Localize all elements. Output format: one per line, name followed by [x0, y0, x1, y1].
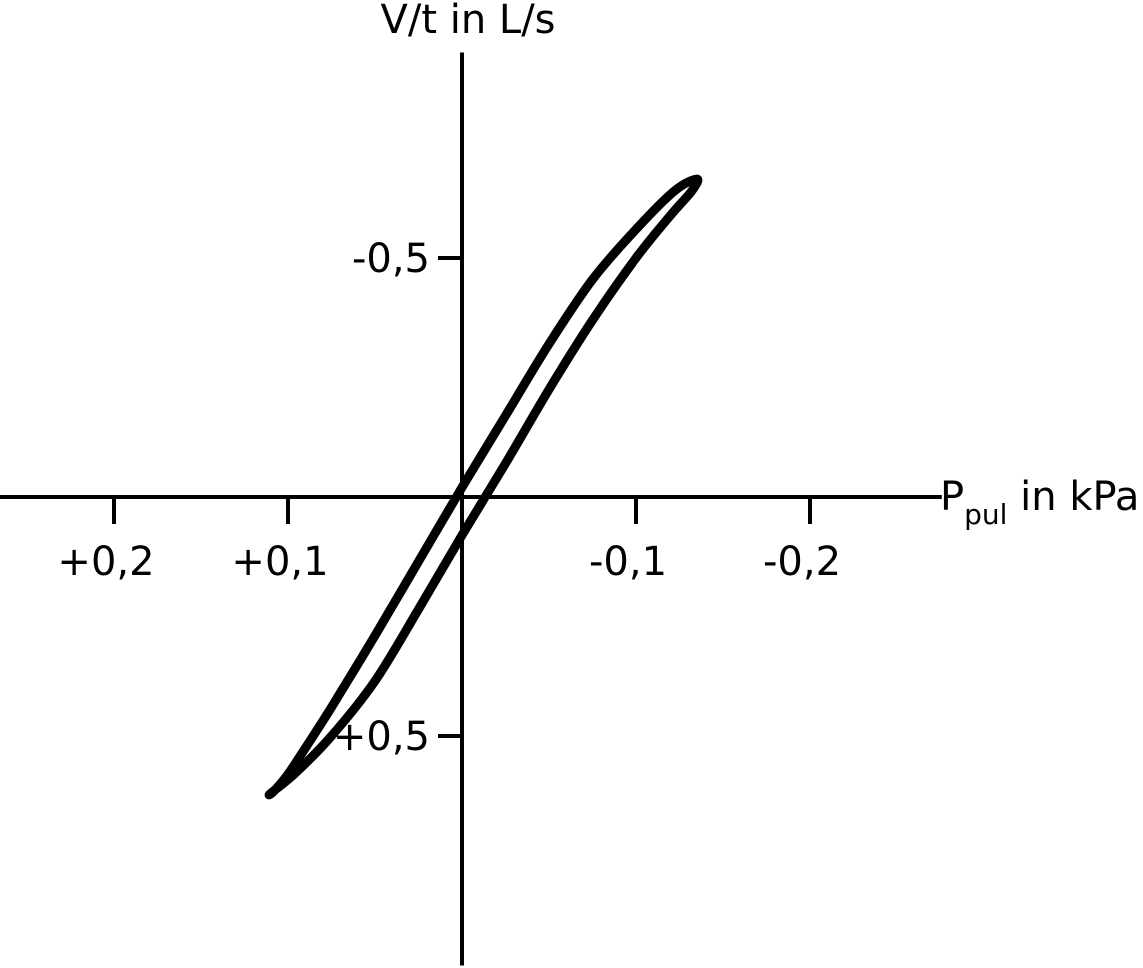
x-axis-label-subscript: pul — [964, 498, 1007, 531]
x-tick-label: -0,2 — [763, 539, 841, 585]
y-axis-label: V/t in L/s — [380, 0, 555, 43]
x-axis-ticks: +0,2 +0,1 -0,1 -0,2 — [57, 497, 841, 585]
y-tick-label: -0,5 — [352, 236, 430, 282]
pressure-flow-loop — [264, 174, 703, 800]
x-tick-label: -0,1 — [589, 539, 667, 585]
x-tick-label: +0,1 — [231, 539, 328, 585]
x-axis-label-main: P — [940, 474, 964, 520]
x-axis-label: Ppul in kPa — [940, 474, 1139, 531]
x-axis-label-suffix: in kPa — [1007, 474, 1139, 520]
x-tick-label: +0,2 — [57, 539, 154, 585]
